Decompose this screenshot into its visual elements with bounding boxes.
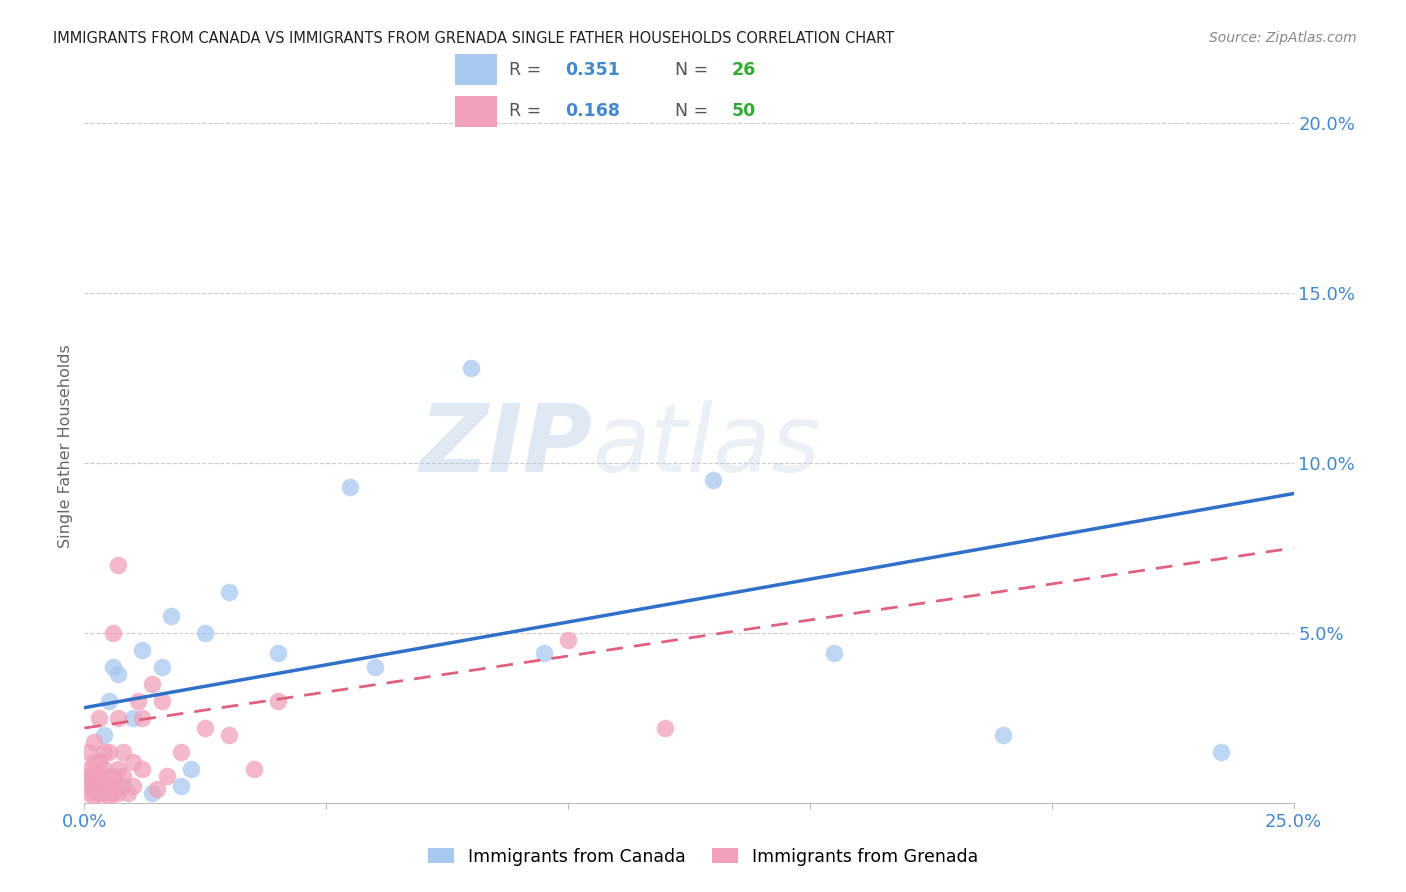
- Point: [533, 646, 555, 660]
- Point: [77, 779, 100, 793]
- Point: [460, 360, 482, 375]
- Point: [170, 745, 193, 759]
- Point: [121, 755, 143, 769]
- Point: [112, 745, 135, 759]
- Bar: [456, 54, 496, 86]
- Point: [654, 721, 676, 735]
- Point: [131, 643, 153, 657]
- Legend: Immigrants from Canada, Immigrants from Grenada: Immigrants from Canada, Immigrants from …: [422, 841, 984, 872]
- Point: [112, 769, 135, 783]
- Point: [77, 745, 100, 759]
- Text: 26: 26: [731, 61, 755, 78]
- Text: 0.168: 0.168: [565, 103, 620, 120]
- Point: [83, 734, 105, 748]
- Text: R =: R =: [509, 61, 547, 78]
- Point: [97, 769, 120, 783]
- Point: [150, 694, 173, 708]
- Point: [155, 769, 177, 783]
- Point: [93, 775, 115, 789]
- Point: [112, 779, 135, 793]
- Point: [93, 728, 115, 742]
- Text: R =: R =: [509, 103, 547, 120]
- Point: [97, 789, 120, 803]
- Point: [103, 769, 125, 783]
- Text: N =: N =: [675, 61, 714, 78]
- Point: [77, 762, 100, 776]
- Point: [77, 769, 100, 783]
- Point: [150, 660, 173, 674]
- Point: [93, 745, 115, 759]
- Text: atlas: atlas: [592, 401, 821, 491]
- Point: [87, 711, 110, 725]
- Point: [107, 779, 129, 793]
- Point: [141, 786, 163, 800]
- Point: [83, 779, 105, 793]
- Point: [267, 694, 290, 708]
- Point: [117, 786, 139, 800]
- Point: [103, 660, 125, 674]
- Point: [83, 769, 105, 783]
- Point: [103, 626, 125, 640]
- Point: [194, 626, 217, 640]
- Point: [218, 728, 240, 742]
- Point: [87, 786, 110, 800]
- Point: [823, 646, 845, 660]
- Text: 50: 50: [731, 103, 755, 120]
- Point: [107, 762, 129, 776]
- Point: [87, 786, 110, 800]
- Point: [83, 789, 105, 803]
- Point: [93, 786, 115, 800]
- Point: [1209, 745, 1232, 759]
- Text: ZIP: ZIP: [419, 400, 592, 492]
- Point: [121, 779, 143, 793]
- Point: [107, 786, 129, 800]
- Point: [97, 694, 120, 708]
- Point: [702, 473, 724, 487]
- Text: Source: ZipAtlas.com: Source: ZipAtlas.com: [1209, 31, 1357, 45]
- Text: IMMIGRANTS FROM CANADA VS IMMIGRANTS FROM GRENADA SINGLE FATHER HOUSEHOLDS CORRE: IMMIGRANTS FROM CANADA VS IMMIGRANTS FRO…: [53, 31, 894, 46]
- Point: [141, 677, 163, 691]
- Text: 0.351: 0.351: [565, 61, 620, 78]
- Point: [993, 728, 1015, 742]
- Point: [146, 782, 169, 797]
- Point: [131, 711, 153, 725]
- Point: [170, 779, 193, 793]
- Point: [127, 694, 149, 708]
- Point: [218, 585, 240, 599]
- Point: [107, 711, 129, 725]
- Point: [131, 762, 153, 776]
- Point: [93, 762, 115, 776]
- Point: [97, 779, 120, 793]
- Point: [77, 769, 100, 783]
- Point: [121, 711, 143, 725]
- Point: [160, 608, 183, 623]
- Point: [87, 769, 110, 783]
- Point: [77, 786, 100, 800]
- Text: N =: N =: [675, 103, 714, 120]
- Point: [83, 779, 105, 793]
- Point: [87, 755, 110, 769]
- Bar: [456, 95, 496, 127]
- Point: [339, 480, 361, 494]
- Point: [87, 779, 110, 793]
- Point: [194, 721, 217, 735]
- Point: [557, 632, 579, 647]
- Point: [363, 660, 385, 674]
- Point: [180, 762, 202, 776]
- Point: [103, 786, 125, 800]
- Point: [242, 762, 264, 776]
- Point: [83, 755, 105, 769]
- Point: [267, 646, 290, 660]
- Point: [97, 745, 120, 759]
- Point: [107, 666, 129, 681]
- Y-axis label: Single Father Households: Single Father Households: [58, 344, 73, 548]
- Point: [107, 558, 129, 572]
